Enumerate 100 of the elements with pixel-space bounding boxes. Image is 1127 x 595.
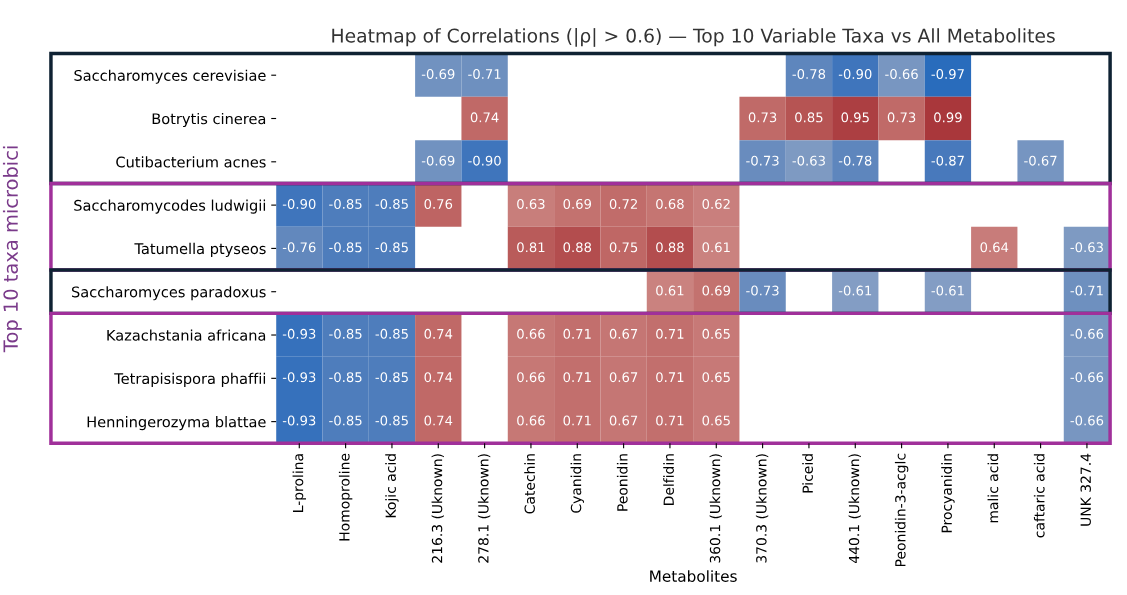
y-tick-label: Tatumella ptyseos [134,242,266,257]
data-label: 0.88 [656,242,684,253]
data-label: 0.65 [702,415,730,426]
data-label: 0.63 [517,198,545,209]
data-label: 0.66 [517,415,545,426]
data-label: 0.67 [609,415,638,426]
data-label: 0.71 [563,328,591,339]
data-label: -0.90 [282,198,316,209]
x-tick-label: Peonidin-3-acglc [894,453,909,567]
data-label: -0.73 [746,285,779,296]
data-label: -0.66 [885,69,918,80]
data-label: -0.85 [329,415,362,426]
x-tick-label: Kojic acid [385,454,399,518]
x-tick-label: caftaric acid [1033,454,1045,538]
data-label: -0.61 [931,285,964,296]
x-tick-label: UNK 327.4 [1080,453,1091,526]
x-tick-label: 278.1 (Uknown) [477,454,491,563]
y-tick-label: Saccharomyces cerevisiae [74,69,266,84]
data-label: -0.71 [1070,285,1103,296]
data-label: 0.66 [517,328,545,339]
y-tick-label: Saccharomycodes ludwigii [74,199,266,214]
data-label: -0.69 [421,69,455,80]
x-tick-label: 440.1 (Uknown) [848,454,861,563]
x-tick-label: L-prolina [292,454,306,512]
data-label: 0.76 [424,198,453,209]
data-label: -0.87 [931,155,964,166]
data-label: 0.64 [980,242,1009,253]
data-label: -0.73 [746,155,779,166]
y-tick-label: Cutibacterium acnes [116,156,266,168]
x-axis-title: Metabolites [650,570,737,582]
y-axis-title: Top 10 taxa microbici [2,146,22,353]
data-label: 0.62 [702,198,730,209]
data-label: 0.69 [702,285,731,296]
y-tick-label: Botrytis cinerea [152,112,266,128]
data-label: 0.61 [702,242,730,253]
data-label: 0.85 [795,112,823,123]
data-label: -0.66 [1070,328,1104,339]
data-label: -0.93 [282,372,316,383]
x-tick-label: Piceid [802,454,813,493]
data-label: 0.75 [609,242,638,253]
data-label: 0.95 [841,112,869,123]
data-label: 0.74 [470,112,499,123]
data-label: 0.74 [424,415,453,426]
data-label: 0.74 [424,372,453,383]
data-label: 0.72 [609,198,637,209]
data-label: -0.85 [375,372,408,383]
data-label: 0.99 [934,112,962,123]
data-label: -0.85 [329,198,362,209]
data-label: -0.71 [468,69,501,80]
data-label: 0.71 [563,372,591,383]
data-label: -0.90 [838,69,872,80]
data-label: -0.61 [838,285,872,296]
data-label: -0.67 [1024,155,1057,166]
x-tick-label: Catechin [524,454,535,514]
x-tick-label: Delfidin [663,454,674,505]
data-label: 0.68 [656,198,684,209]
data-label: 0.67 [609,372,638,383]
data-label: 0.66 [517,372,545,383]
x-tick-label: Peonidin [616,454,628,511]
data-label: -0.85 [375,415,408,426]
x-tick-label: 370.3 (Uknown) [755,454,769,563]
data-label: -0.66 [1070,415,1104,426]
data-label: 0.81 [517,242,545,253]
data-label: 0.65 [702,328,730,339]
data-label: -0.63 [1070,242,1103,253]
data-label: -0.97 [931,69,964,80]
data-label: 0.61 [656,285,684,296]
x-tick-label: 360.1 (Uknown) [709,454,722,563]
data-label: -0.85 [329,328,362,339]
chart-title: Heatmap of Correlations (|ρ| > 0.6) — Top 10 Variable Taxa vs All Metabolites [332,28,1055,47]
data-label: -0.85 [375,328,408,339]
y-tick-label: Kazachstania africana [107,329,266,341]
x-tick-label: Homoproline [338,453,353,541]
data-label: -0.78 [838,155,872,166]
data-label: -0.85 [329,372,362,383]
data-label: 0.71 [656,372,684,383]
data-label: -0.85 [329,242,362,253]
data-label: -0.78 [792,69,826,80]
data-label: -0.93 [282,415,316,426]
data-label: -0.90 [468,155,501,166]
data-label: 0.69 [563,198,592,209]
x-tick-label: Procyanidin [941,454,955,533]
data-label: -0.93 [282,328,316,339]
data-label: 0.71 [563,415,591,426]
x-tick-label: 216.3 (Uknown) [431,454,444,563]
data-label: 0.88 [563,242,592,253]
data-label: 0.73 [887,112,916,123]
data-label: 0.71 [656,328,684,339]
data-label: 0.73 [748,112,777,123]
data-label: 0.67 [609,328,638,339]
data-label: -0.76 [282,242,316,253]
data-label: 0.71 [656,415,684,426]
x-tick-label: Cyanidin [570,454,584,513]
y-tick-label: Tetrapisispora phaffii [114,372,266,387]
y-tick-label: Henningerozyma blattae [87,416,266,431]
y-tick-label: Saccharomyces paradoxus [71,286,266,301]
data-label: -0.85 [375,242,408,253]
data-label: 0.65 [702,372,730,383]
data-label: -0.85 [375,198,408,209]
data-label: 0.74 [424,328,453,339]
